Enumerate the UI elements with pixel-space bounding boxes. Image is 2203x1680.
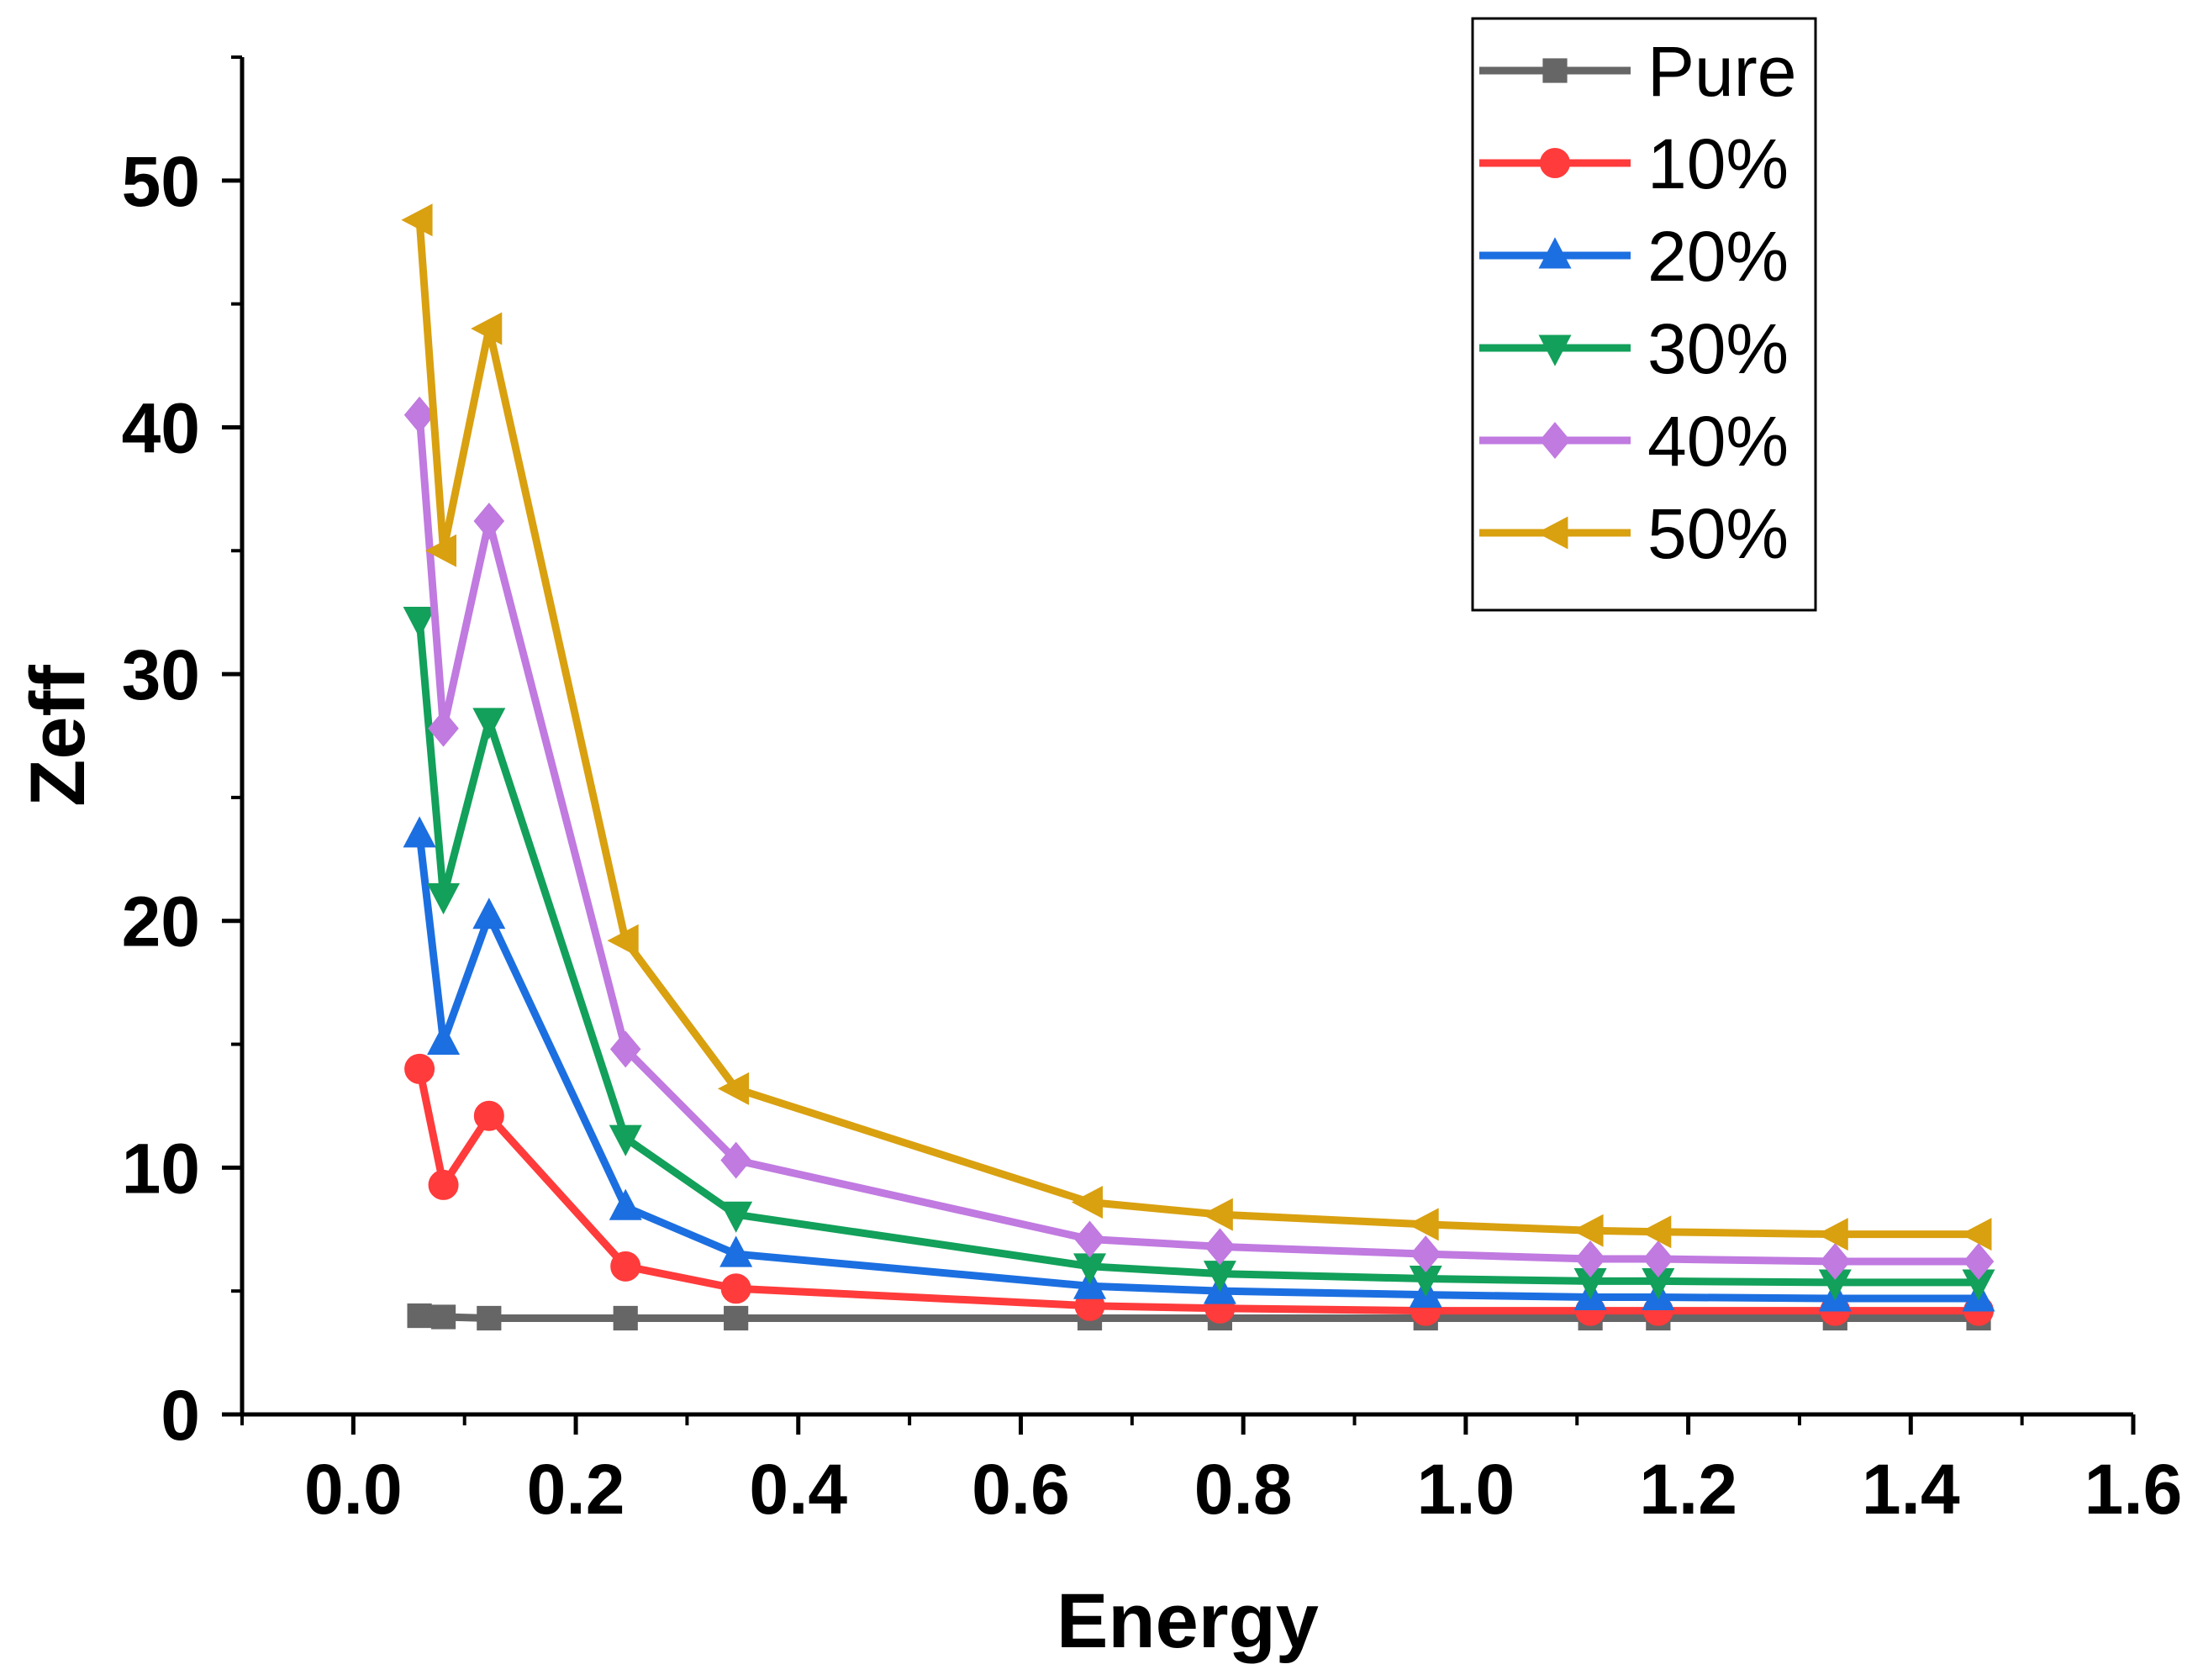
data-point [477, 1305, 502, 1331]
x-tick-label: 1.2 [1639, 1450, 1737, 1529]
data-point [609, 1188, 642, 1220]
data-point [1963, 1242, 1995, 1280]
x-tick-label: 0.0 [304, 1450, 403, 1529]
legend-label: 20% [1647, 217, 1789, 296]
data-point [401, 203, 433, 237]
series-line [415, 414, 1979, 1266]
series-40-percent [403, 396, 1995, 1280]
data-point [1572, 1214, 1604, 1247]
series-line [415, 619, 1979, 1287]
data-point [1071, 1185, 1103, 1219]
data-point [607, 924, 639, 957]
series-line [415, 834, 1979, 1303]
x-axis-title: Energy [1057, 1578, 1319, 1664]
data-point [472, 898, 506, 930]
data-point [430, 1304, 456, 1330]
legend-label: 10% [1647, 124, 1789, 203]
x-tick-label: 0.2 [527, 1450, 625, 1529]
legend-marker [1538, 334, 1572, 366]
data-point [1407, 1208, 1439, 1241]
data-point [1816, 1218, 1848, 1251]
data-point [720, 1141, 751, 1179]
data-point [403, 607, 436, 639]
legend-label: Pure [1647, 32, 1796, 111]
x-tick-label: 0.6 [972, 1450, 1070, 1529]
data-point [1640, 1215, 1672, 1249]
data-point [719, 1201, 753, 1233]
data-point [613, 1305, 638, 1331]
legend-label: 40% [1647, 402, 1789, 481]
legend-item: 30% [1479, 309, 1789, 388]
y-tick-label: 0 [161, 1376, 200, 1455]
legend-box [1471, 17, 1817, 612]
data-point [717, 1072, 750, 1105]
data-point [427, 1023, 461, 1056]
legend-marker [1542, 58, 1568, 83]
axes: 0.0 0.2 0.4 0.6 0.8 1.0 1.2 1.4 1.6 0 10 20 30 40 50 [122, 55, 2183, 1529]
series-layer [401, 203, 1995, 1331]
data-point [724, 1305, 749, 1331]
x-tick-label: 0.4 [749, 1450, 847, 1529]
data-point [1819, 1242, 1851, 1280]
data-point [1574, 1240, 1606, 1277]
y-tick-label: 10 [122, 1129, 200, 1208]
legend-item: 20% [1479, 217, 1789, 296]
data-point [720, 1273, 751, 1304]
x-tick-label: 1.4 [1862, 1450, 1960, 1529]
data-point [471, 312, 503, 345]
data-point [1204, 1228, 1236, 1266]
y-tick-label: 30 [122, 635, 200, 714]
data-point [473, 503, 505, 540]
data-point [424, 534, 457, 567]
data-point [609, 1124, 642, 1156]
y-axis-title: Zeff [15, 665, 101, 807]
data-point [1960, 1218, 1992, 1251]
x-tick-label: 1.6 [2084, 1450, 2183, 1529]
data-point [1074, 1220, 1105, 1258]
legend-marker [1539, 422, 1571, 459]
x-tick-label: 0.8 [1194, 1450, 1293, 1529]
series-30-percent [403, 607, 1995, 1301]
legend-item: 10% [1479, 124, 1789, 203]
data-point [428, 1169, 459, 1200]
data-point [407, 1303, 432, 1329]
data-point [403, 816, 436, 848]
data-point [1642, 1240, 1674, 1277]
y-tick-label: 20 [122, 882, 200, 961]
series-line [419, 1312, 1979, 1322]
legend-marker [1540, 148, 1570, 178]
data-point [609, 1030, 641, 1068]
data-point [719, 1235, 753, 1267]
y-tick-label: 50 [122, 142, 200, 221]
legend-marker [1538, 237, 1572, 269]
legend-item: 40% [1479, 402, 1789, 481]
series-line [415, 219, 1979, 1239]
legend: Pure 10% 20% 30% 40% 50% [1471, 17, 1817, 612]
data-point [610, 1251, 641, 1282]
data-point [472, 708, 506, 740]
legend-item: 50% [1479, 494, 1789, 573]
data-point [1201, 1198, 1233, 1231]
data-point [404, 1053, 435, 1084]
data-point [428, 709, 459, 747]
data-point [427, 882, 461, 915]
x-tick-label: 1.0 [1416, 1450, 1515, 1529]
legend-marker [1536, 516, 1568, 550]
y-tick-label: 40 [122, 388, 200, 467]
legend-label: 30% [1647, 309, 1789, 388]
legend-label: 50% [1647, 494, 1789, 573]
legend-item: Pure [1479, 32, 1796, 111]
data-point [1410, 1235, 1441, 1273]
data-point [473, 1100, 504, 1131]
data-point [403, 396, 435, 434]
series-50-percent [401, 203, 1992, 1251]
